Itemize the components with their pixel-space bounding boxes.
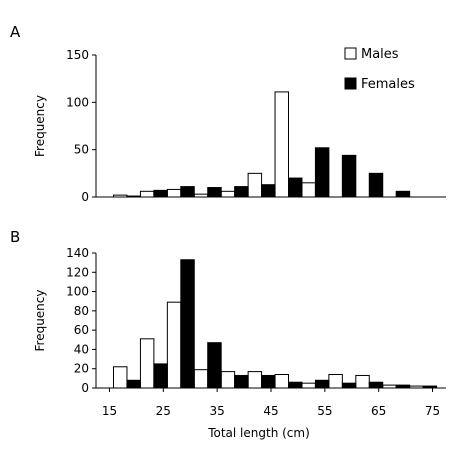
bar-males — [193, 369, 209, 389]
bar-females — [314, 379, 330, 389]
panel-label: A — [10, 23, 21, 41]
y-tick-label: 100 — [66, 285, 89, 299]
y-tick-label: 150 — [66, 48, 89, 62]
x-tick-label: 25 — [156, 404, 171, 418]
bar-females — [314, 147, 330, 198]
bar-males — [166, 188, 182, 198]
bar-females — [288, 177, 303, 198]
y-tick-label: 60 — [74, 323, 89, 337]
y-tick-label: 0 — [81, 381, 89, 395]
x-tick-label: 15 — [102, 404, 117, 418]
x-tick-label: 75 — [425, 404, 440, 418]
x-tick-label: 45 — [263, 404, 278, 418]
bar-males — [139, 338, 155, 389]
bar-females — [180, 259, 195, 389]
bar-females — [153, 189, 168, 198]
y-tick-label: 80 — [74, 304, 89, 318]
bar-males — [409, 385, 424, 389]
bar-females — [234, 186, 249, 198]
y-tick-label: 20 — [74, 362, 89, 376]
bar-males — [247, 172, 263, 198]
bar-females — [341, 382, 357, 389]
bar-males — [328, 374, 343, 389]
bar-males — [247, 371, 263, 389]
bar-males — [382, 384, 397, 389]
bar-females — [234, 374, 249, 389]
y-axis-title: Frequency — [33, 95, 47, 157]
bar-males — [274, 91, 289, 198]
bar-females — [288, 381, 303, 389]
bar-males — [274, 374, 289, 389]
bar-females — [126, 195, 141, 198]
x-tick-label: 35 — [210, 404, 225, 418]
bar-males — [220, 190, 236, 198]
legend-label: Females — [361, 77, 415, 92]
bar-females — [261, 374, 276, 389]
bar-females — [395, 190, 411, 198]
bar-females — [422, 385, 438, 389]
bar-females — [395, 384, 411, 389]
y-axis-title: Frequency — [33, 290, 47, 352]
bar-females — [207, 187, 222, 198]
bar-females — [207, 342, 222, 389]
y-tick-label: 140 — [66, 246, 89, 260]
bar-males — [355, 374, 370, 389]
bar-females — [341, 154, 357, 198]
y-tick-label: 0 — [81, 190, 89, 204]
bar-males — [301, 182, 316, 198]
x-tick-label: 55 — [317, 404, 332, 418]
bar-females — [153, 363, 168, 389]
bar-females — [368, 172, 384, 198]
bar-males — [301, 382, 316, 389]
y-tick-label: 100 — [66, 95, 89, 109]
legend-swatch-males — [344, 47, 357, 60]
x-axis-title: Total length (cm) — [207, 426, 310, 440]
y-tick-label: 50 — [74, 143, 89, 157]
bar-males — [193, 193, 209, 198]
y-tick-label: 120 — [66, 265, 89, 279]
legend-label: Males — [361, 47, 399, 62]
bar-females — [368, 381, 384, 389]
panel-label: B — [10, 228, 20, 246]
legend-swatch-females — [344, 77, 357, 90]
y-tick-label: 40 — [74, 342, 89, 356]
bar-females — [180, 186, 195, 198]
bar-females — [261, 184, 276, 198]
bar-males — [113, 366, 128, 389]
bar-females — [126, 379, 141, 389]
bar-males — [220, 371, 236, 389]
bar-males — [139, 190, 155, 198]
x-tick-label: 65 — [371, 404, 386, 418]
bar-males — [113, 194, 128, 198]
bar-males — [166, 301, 182, 389]
